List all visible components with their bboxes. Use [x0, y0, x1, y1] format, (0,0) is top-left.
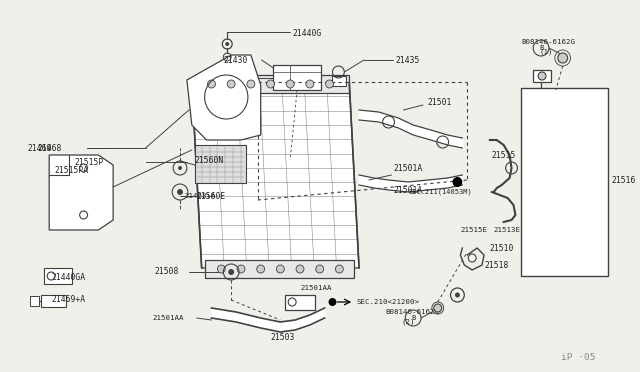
Bar — [44, 268, 72, 284]
Text: 21468: 21468 — [37, 144, 61, 153]
Text: 21516: 21516 — [612, 176, 636, 185]
Text: 21503: 21503 — [271, 334, 295, 343]
Text: B: B — [411, 315, 415, 321]
Circle shape — [538, 72, 546, 80]
Circle shape — [227, 80, 235, 88]
Circle shape — [237, 265, 245, 273]
Text: 21560N: 21560N — [195, 155, 224, 164]
Circle shape — [306, 80, 314, 88]
Circle shape — [257, 265, 264, 273]
Text: 21501AA: 21501AA — [152, 315, 184, 321]
Circle shape — [178, 166, 182, 170]
Circle shape — [286, 80, 294, 88]
Text: 21515PA: 21515PA — [54, 166, 88, 174]
Text: 21501AA: 21501AA — [300, 285, 332, 291]
Text: 21510: 21510 — [490, 244, 515, 253]
Circle shape — [316, 265, 324, 273]
Bar — [196, 75, 349, 93]
Text: 21508: 21508 — [155, 267, 179, 276]
Circle shape — [228, 269, 234, 275]
Bar — [533, 70, 551, 82]
Circle shape — [326, 80, 333, 88]
Polygon shape — [49, 155, 113, 230]
Text: 21501A: 21501A — [394, 186, 423, 195]
Text: 21501A: 21501A — [394, 164, 423, 173]
Bar — [195, 145, 246, 183]
Text: SEC.211(14053M): SEC.211(14053M) — [408, 188, 472, 195]
Text: 21560E: 21560E — [196, 192, 226, 201]
Text: 21515P: 21515P — [74, 157, 103, 167]
Circle shape — [247, 80, 255, 88]
Text: (1): (1) — [539, 49, 552, 55]
Circle shape — [328, 298, 337, 306]
Circle shape — [225, 42, 229, 46]
Text: 21515: 21515 — [492, 151, 516, 160]
Polygon shape — [187, 55, 260, 140]
Bar — [29, 296, 39, 306]
Circle shape — [276, 265, 284, 273]
Circle shape — [452, 177, 462, 187]
Text: 21469+A: 21469+A — [51, 295, 85, 305]
Text: 21435: 21435 — [396, 55, 420, 64]
Circle shape — [455, 292, 460, 298]
Circle shape — [296, 265, 304, 273]
Text: 21430: 21430 — [223, 55, 248, 64]
Text: B08146-6162G: B08146-6162G — [386, 309, 440, 315]
Text: 21518: 21518 — [484, 260, 508, 269]
Text: 21469: 21469 — [28, 144, 52, 153]
Text: 21440GA: 21440GA — [51, 273, 85, 282]
Text: 21501: 21501 — [428, 97, 452, 106]
Text: SEC.210<21200>: SEC.210<21200> — [356, 299, 419, 305]
Circle shape — [177, 189, 183, 195]
Bar — [42, 295, 66, 307]
Bar — [273, 65, 321, 90]
Text: iP ·05: iP ·05 — [561, 353, 595, 362]
Bar — [285, 295, 315, 310]
Bar — [333, 76, 346, 86]
Bar — [205, 260, 354, 278]
Text: B: B — [539, 45, 543, 51]
Circle shape — [218, 265, 225, 273]
Circle shape — [207, 80, 216, 88]
Circle shape — [267, 80, 275, 88]
Bar — [522, 88, 608, 276]
Text: 21440G: 21440G — [292, 29, 321, 38]
Text: 21468+A: 21468+A — [185, 193, 216, 199]
Text: 21515E: 21515E — [460, 227, 488, 233]
Circle shape — [335, 265, 343, 273]
Text: (2): (2) — [401, 319, 415, 325]
Polygon shape — [192, 82, 359, 268]
Circle shape — [558, 53, 568, 63]
Text: B08146-6162G: B08146-6162G — [522, 39, 575, 45]
Text: 21513E: 21513E — [494, 227, 521, 233]
Circle shape — [434, 304, 442, 312]
